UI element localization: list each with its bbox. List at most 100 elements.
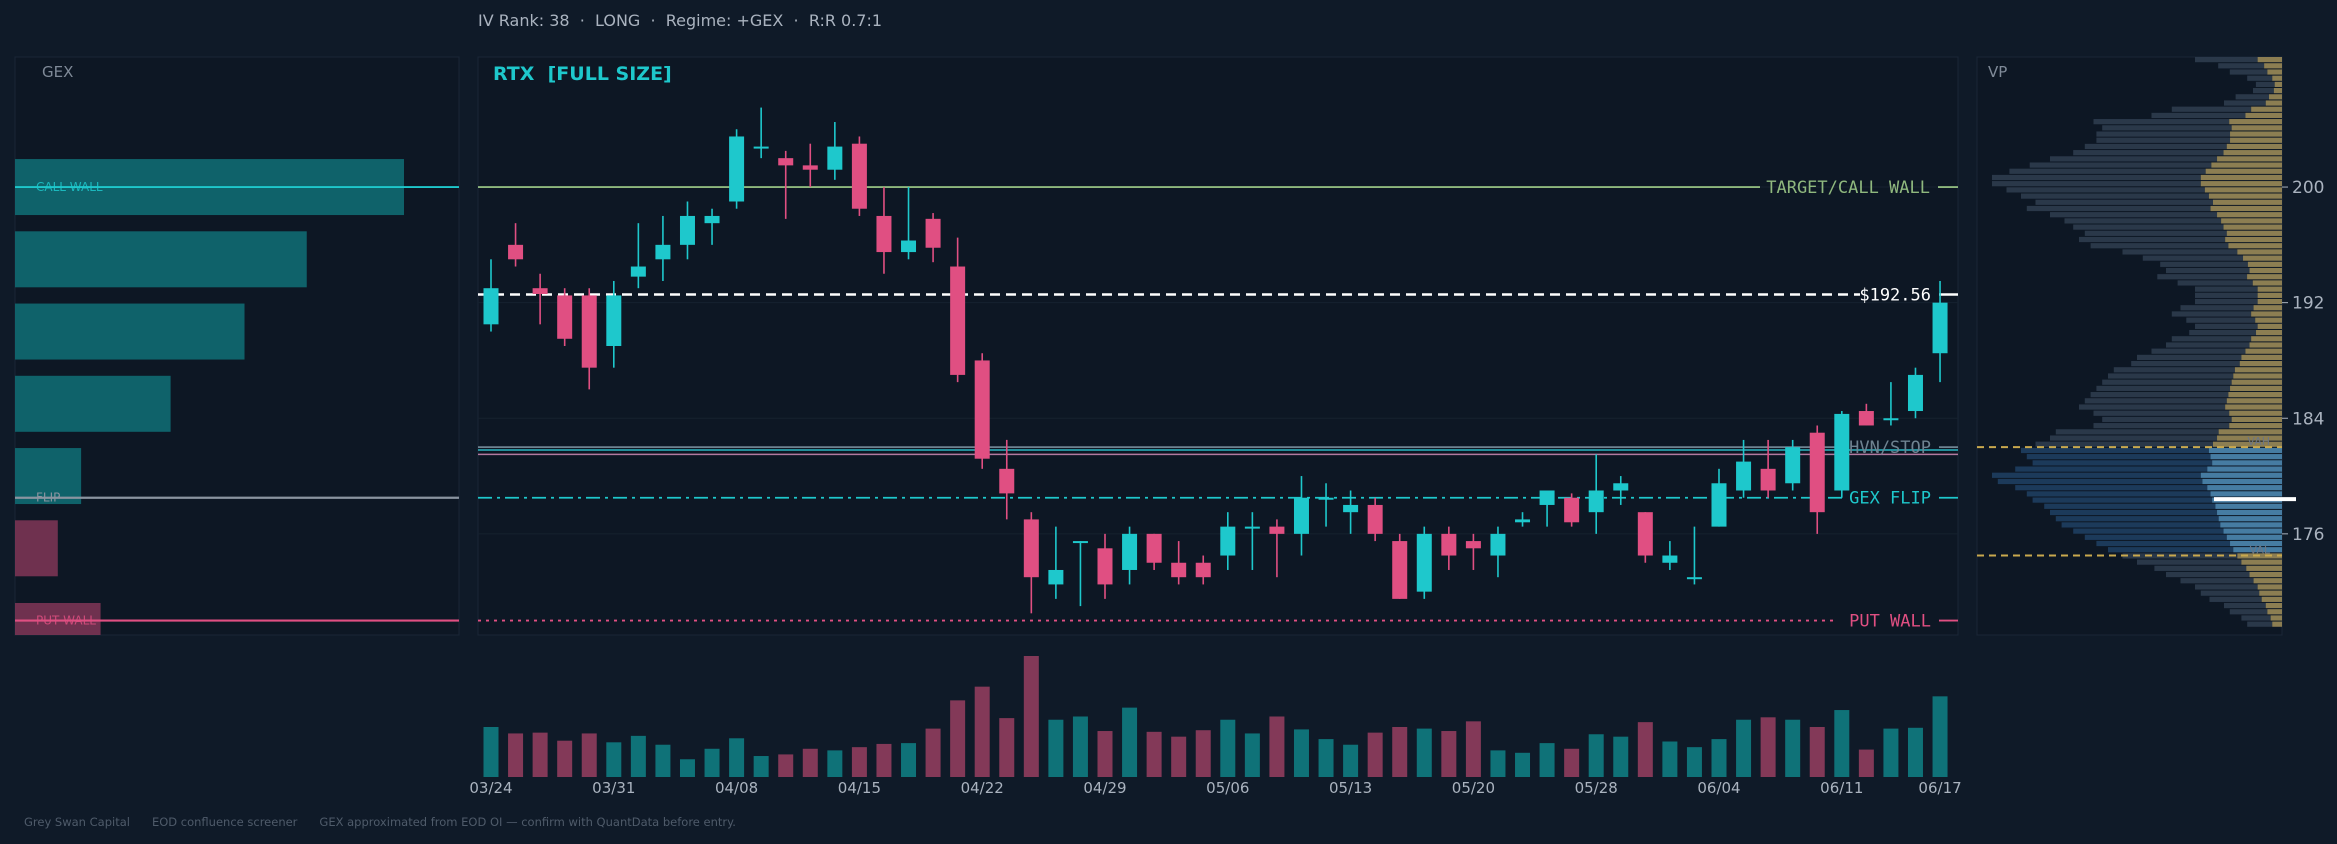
vp-bar-segment: [2265, 100, 2282, 106]
vp-bar: [2224, 602, 2266, 609]
volume-bar: [1785, 719, 1801, 777]
vp-bar: [2050, 212, 2218, 218]
candle-body: [1490, 533, 1506, 556]
vp-bar-segment: [2229, 423, 2282, 429]
vp-bar-segment: [2265, 602, 2282, 609]
vp-bar-segment: [2255, 317, 2282, 323]
candle-body: [1244, 526, 1260, 529]
vp-bar: [2096, 137, 2231, 143]
vp-bar-segment: [2208, 193, 2282, 199]
vp-bar: [2093, 423, 2230, 429]
x-tick-label: 04/08: [715, 779, 758, 797]
risk-reward-text: R:R 0.7:1: [808, 11, 883, 30]
volume-bar: [508, 733, 524, 777]
vp-bar-segment: [2267, 69, 2282, 75]
volume-bar: [532, 732, 548, 777]
vp-bar-segment: [2257, 286, 2282, 292]
vp-bar-segment: [2245, 348, 2282, 354]
candle-body: [1588, 490, 1604, 513]
vp-bar-segment: [2259, 590, 2282, 596]
x-tick-label: 05/20: [1452, 779, 1495, 797]
vp-bar: [2108, 373, 2234, 379]
volume-bar: [1711, 739, 1727, 777]
vp-bar-segment: [2212, 199, 2282, 205]
volume-bar: [1932, 696, 1948, 777]
vp-bar-segment: [2241, 559, 2282, 565]
vp-bar: [2157, 274, 2248, 280]
vp-bar: [2032, 460, 2213, 466]
vp-bar: [2035, 199, 2213, 205]
volume-bar: [827, 750, 843, 777]
volume-bar: [1244, 733, 1260, 777]
vp-bar-segment: [2247, 274, 2282, 280]
vp-bar: [2006, 187, 2205, 193]
vp-bar-segment: [2267, 609, 2282, 615]
level-label: GEX FLIP: [1849, 489, 1931, 509]
vp-bar-segment: [2251, 336, 2282, 342]
vp-bar: [2166, 571, 2250, 578]
vp-bar-segment: [2226, 230, 2282, 236]
vp-bar-segment: [2228, 392, 2282, 398]
vp-bar-segment: [2230, 131, 2282, 137]
vp-bar: [2064, 218, 2222, 224]
candle-body: [1662, 555, 1678, 563]
candle-body: [1146, 533, 1162, 563]
vp-bar-segment: [2234, 367, 2282, 373]
candle-body: [1048, 569, 1064, 585]
vp-bar-segment: [2230, 137, 2282, 143]
volume-bar: [1809, 726, 1825, 777]
candle-body: [1809, 432, 1825, 513]
volume-bar: [1883, 728, 1899, 777]
candle-body: [1515, 519, 1531, 523]
vp-bar: [2195, 298, 2258, 305]
vp-bar: [2247, 75, 2273, 81]
vp-bar: [2200, 590, 2260, 596]
vp-bar: [2151, 112, 2246, 119]
footer-tool: EOD confluence screener: [151, 815, 298, 829]
vp-bar-segment: [2247, 261, 2282, 267]
vp-bar: [2142, 255, 2244, 261]
vp-bar-segment: [2274, 81, 2282, 88]
vp-bar-segment: [2233, 547, 2282, 553]
volume-bar: [729, 738, 745, 777]
candle-body: [1416, 533, 1432, 592]
vp-bar-segment: [2218, 516, 2282, 522]
volume-bar: [1269, 716, 1285, 777]
candle-body: [655, 244, 671, 260]
vp-bar: [1992, 472, 2201, 478]
volume-bar: [1416, 728, 1432, 777]
gex-bar: [15, 603, 101, 635]
gex-bar: [15, 231, 307, 288]
vp-bar-segment: [2237, 249, 2282, 255]
vp-bar: [2209, 596, 2262, 602]
vp-bar: [2195, 323, 2258, 329]
y-tick-label: 192: [2292, 294, 2324, 314]
volume-bar: [655, 744, 671, 777]
footer-note: GEX approximated from EOD OI — confirm w…: [319, 815, 736, 829]
vp-bar: [2229, 609, 2268, 615]
candle-body: [483, 288, 499, 325]
volume-bar: [1539, 743, 1555, 777]
x-tick-label: 04/22: [961, 779, 1004, 797]
y-axis: 176 184 192 200: [2282, 178, 2324, 545]
volume-bar: [1122, 707, 1138, 777]
vp-bar-segment: [2225, 404, 2282, 410]
candle-body: [901, 240, 917, 253]
vp-bar: [2166, 342, 2250, 348]
volume-bar: [876, 743, 892, 777]
vp-bar-segment: [2202, 478, 2282, 485]
vp-bar: [2050, 509, 2218, 516]
volume-bar: [778, 754, 794, 777]
candle-body: [1195, 562, 1211, 578]
vp-bar-segment: [2218, 429, 2282, 435]
volume-bar: [1072, 716, 1088, 777]
vp-bar: [2032, 497, 2213, 503]
vp-bar: [2093, 119, 2230, 125]
vp-bar-segment: [2272, 75, 2282, 81]
vp-bar-segment: [2210, 454, 2282, 460]
vp-bar-segment: [2231, 125, 2282, 131]
vp-bar-segment: [2252, 280, 2282, 286]
candle-body: [1883, 418, 1899, 421]
